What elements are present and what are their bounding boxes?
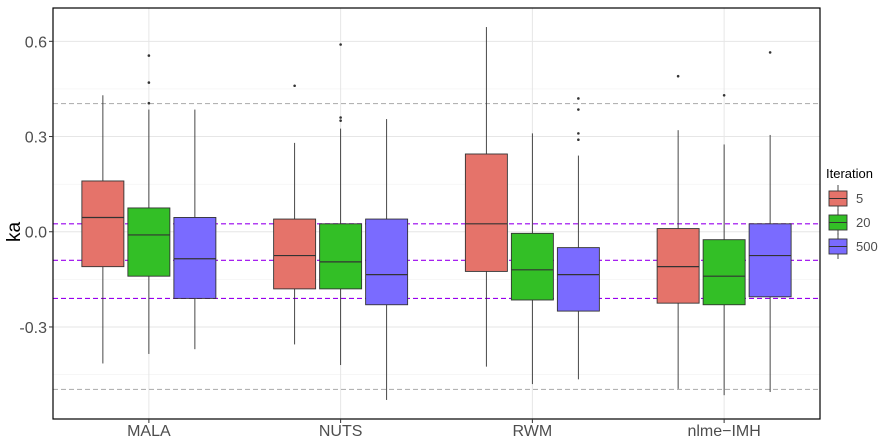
y-tick-label: 0.6 [25,34,47,51]
box-20-nlme−IMH [702,93,746,396]
legend-label: 20 [856,215,870,230]
x-tick-label: MALA [127,423,171,440]
legend-item-20: 20 [828,209,870,235]
box-5-NUTS [273,84,317,345]
axis-layer: -0.3 0.0 0.3 0.6 MALA NUTS RWM nlme−IMH [19,34,760,440]
outlier-point [577,97,580,100]
box-body [702,239,746,306]
outlier-point [147,54,151,57]
outlier-point [293,84,296,88]
box-20-MALA [127,54,171,354]
box-body [273,218,317,290]
legend: Iteration 5 20 500 [826,166,878,259]
outlier-point [676,74,680,78]
box-layer [81,27,792,400]
x-tick-label: RWM [513,423,553,440]
outlier-point [147,81,151,84]
x-tick-label: NUTS [319,423,363,440]
outlier-point [339,116,342,119]
box-body [81,180,125,268]
legend-label: 500 [856,239,878,254]
legend-label: 5 [856,191,863,206]
y-tick-label: -0.3 [19,320,47,337]
outlier-point [577,108,580,111]
box-body [556,247,600,312]
outlier-point [339,119,342,122]
box-body [464,153,508,272]
box-20-RWM [510,133,554,385]
y-axis-title: ka [4,222,25,243]
y-tick-label: 0.3 [25,130,47,147]
box-500-nlme−IMH [748,51,792,393]
box-body [127,207,171,277]
box-body [365,218,409,306]
box-5-nlme−IMH [656,74,700,389]
box-500-NUTS [365,119,409,400]
box-body [656,228,700,304]
box-body [748,223,792,298]
legend-title: Iteration [826,166,873,181]
box-20-NUTS [319,43,363,366]
outlier-point [577,132,580,135]
x-tick-label: nlme−IMH [687,423,760,440]
plot-panel-border [52,7,821,420]
legend-item-5: 5 [828,185,863,211]
box-body [173,217,217,299]
outlier-point [147,101,151,105]
box-body [319,223,363,290]
box-5-MALA [81,95,125,364]
box-body [510,232,554,301]
outlier-point [339,43,342,46]
y-tick-label: 0.0 [25,225,47,242]
box-500-MALA [173,109,217,350]
box-500-RWM [556,97,600,380]
outlier-point [768,51,772,54]
outlier-point [577,138,580,142]
plot-panel-background [53,8,820,419]
outlier-point [722,93,726,97]
box-5-RWM [464,27,508,367]
legend-item-500: 500 [828,233,878,259]
